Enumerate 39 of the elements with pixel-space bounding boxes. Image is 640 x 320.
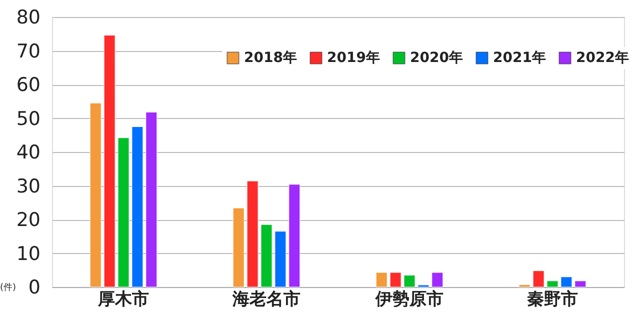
y-tick-label: 40 — [16, 142, 40, 164]
y-tick-label: 20 — [16, 209, 40, 231]
y-tick-label: 10 — [16, 242, 40, 265]
x-tick-label: 厚木市 — [97, 290, 149, 310]
legend-label: 2018年 — [244, 50, 297, 66]
bar — [274, 231, 286, 288]
bar — [404, 274, 416, 288]
bar — [376, 272, 388, 288]
bar — [104, 34, 116, 288]
y-tick-label: 50 — [16, 108, 40, 130]
y-tick-label: 60 — [16, 74, 40, 96]
y-tick-label: 0 — [28, 276, 40, 298]
x-tick-label: 秦野市 — [527, 290, 578, 310]
legend-label: 2019年 — [327, 50, 380, 66]
bar — [532, 270, 544, 288]
bar — [390, 272, 402, 288]
bar — [288, 184, 300, 288]
bar — [118, 138, 130, 288]
legend-label: 2020年 — [410, 50, 463, 66]
bar — [90, 102, 102, 288]
y-tick-label: 80 — [16, 6, 40, 28]
bar — [560, 276, 572, 288]
legend-label: 2022年 — [576, 50, 629, 66]
y-tick-label: 70 — [16, 40, 40, 62]
bar — [132, 126, 144, 288]
bar — [418, 284, 430, 288]
y-tick-label: 30 — [16, 175, 40, 198]
x-tick-label: 伊勢原市 — [374, 290, 444, 310]
legend-label: 2021年 — [493, 50, 546, 66]
bar — [246, 180, 258, 288]
bar — [146, 112, 158, 288]
bar — [518, 284, 530, 288]
bar — [232, 208, 244, 288]
bar — [432, 272, 444, 288]
bar — [260, 224, 272, 288]
x-tick-label: 海老名市 — [232, 290, 300, 310]
text: (件) — [0, 282, 16, 293]
bar — [574, 280, 586, 288]
bar — [546, 280, 558, 288]
